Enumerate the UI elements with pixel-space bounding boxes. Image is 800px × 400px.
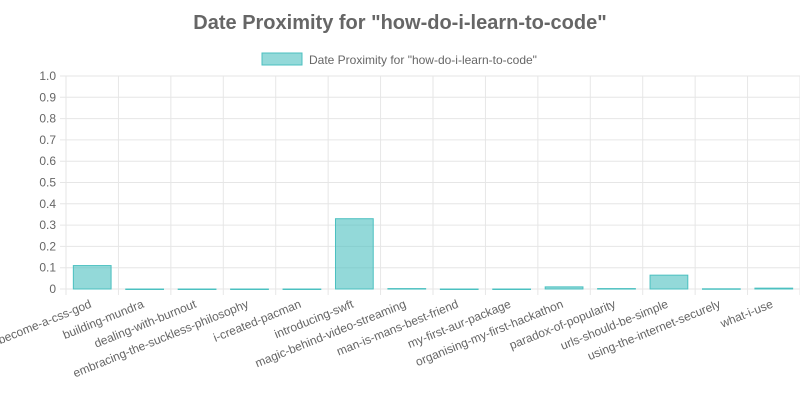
bar-dealing-with-burnout[interactable]: [177, 288, 217, 290]
bar-using-the-internet-securely[interactable]: [701, 288, 741, 290]
bar-urls-should-be-simple[interactable]: [649, 274, 689, 290]
y-axis: 0 0.1 0.2 0.3 0.4 0.5 0.6 0.7 0.8 0.9 1.0: [39, 69, 56, 296]
grid: [60, 75, 800, 295]
x-axis: become-a-css-godbuilding-mundradealing-w…: [0, 297, 775, 381]
y-tick-label: 0.9: [39, 90, 56, 104]
chart-title: Date Proximity for "how-do-i-learn-to-co…: [193, 12, 606, 34]
bar-become-a-css-god[interactable]: [72, 265, 112, 290]
y-tick-label: 0.1: [39, 261, 56, 275]
bar-organising-my-first-hackathon[interactable]: [544, 286, 584, 290]
y-tick-label: 0.6: [39, 154, 56, 168]
bar-embracing-the-suckless-philosophy[interactable]: [230, 288, 269, 290]
legend-swatch[interactable]: [261, 52, 303, 66]
y-tick-label: 0.2: [39, 239, 56, 253]
bar-man-is-mans-best-friend[interactable]: [439, 288, 479, 290]
x-tick-label: what-i-use: [717, 297, 775, 331]
bar-introducing-swft[interactable]: [334, 218, 374, 290]
y-tick-label: 0.4: [39, 197, 56, 211]
y-tick-label: 0.7: [39, 133, 56, 147]
bar-my-first-aur-package[interactable]: [492, 288, 532, 290]
y-tick-label: 0.5: [39, 176, 56, 190]
y-tick-label: 0: [49, 282, 56, 296]
legend-label[interactable]: Date Proximity for "how-do-i-learn-to-co…: [309, 53, 537, 67]
bars: [72, 218, 794, 290]
bar-paradox-of-popularity[interactable]: [597, 288, 636, 290]
bar-what-i-use[interactable]: [754, 287, 794, 290]
y-tick-label: 1.0: [39, 69, 56, 83]
y-tick-label: 0.3: [39, 218, 56, 232]
bar-building-mundra[interactable]: [125, 288, 165, 290]
legend[interactable]: Date Proximity for "how-do-i-learn-to-co…: [261, 52, 537, 67]
y-tick-label: 0.8: [39, 112, 56, 126]
bar-magic-behind-video-streaming[interactable]: [387, 288, 427, 290]
bar-i-created-pacman[interactable]: [282, 288, 322, 290]
